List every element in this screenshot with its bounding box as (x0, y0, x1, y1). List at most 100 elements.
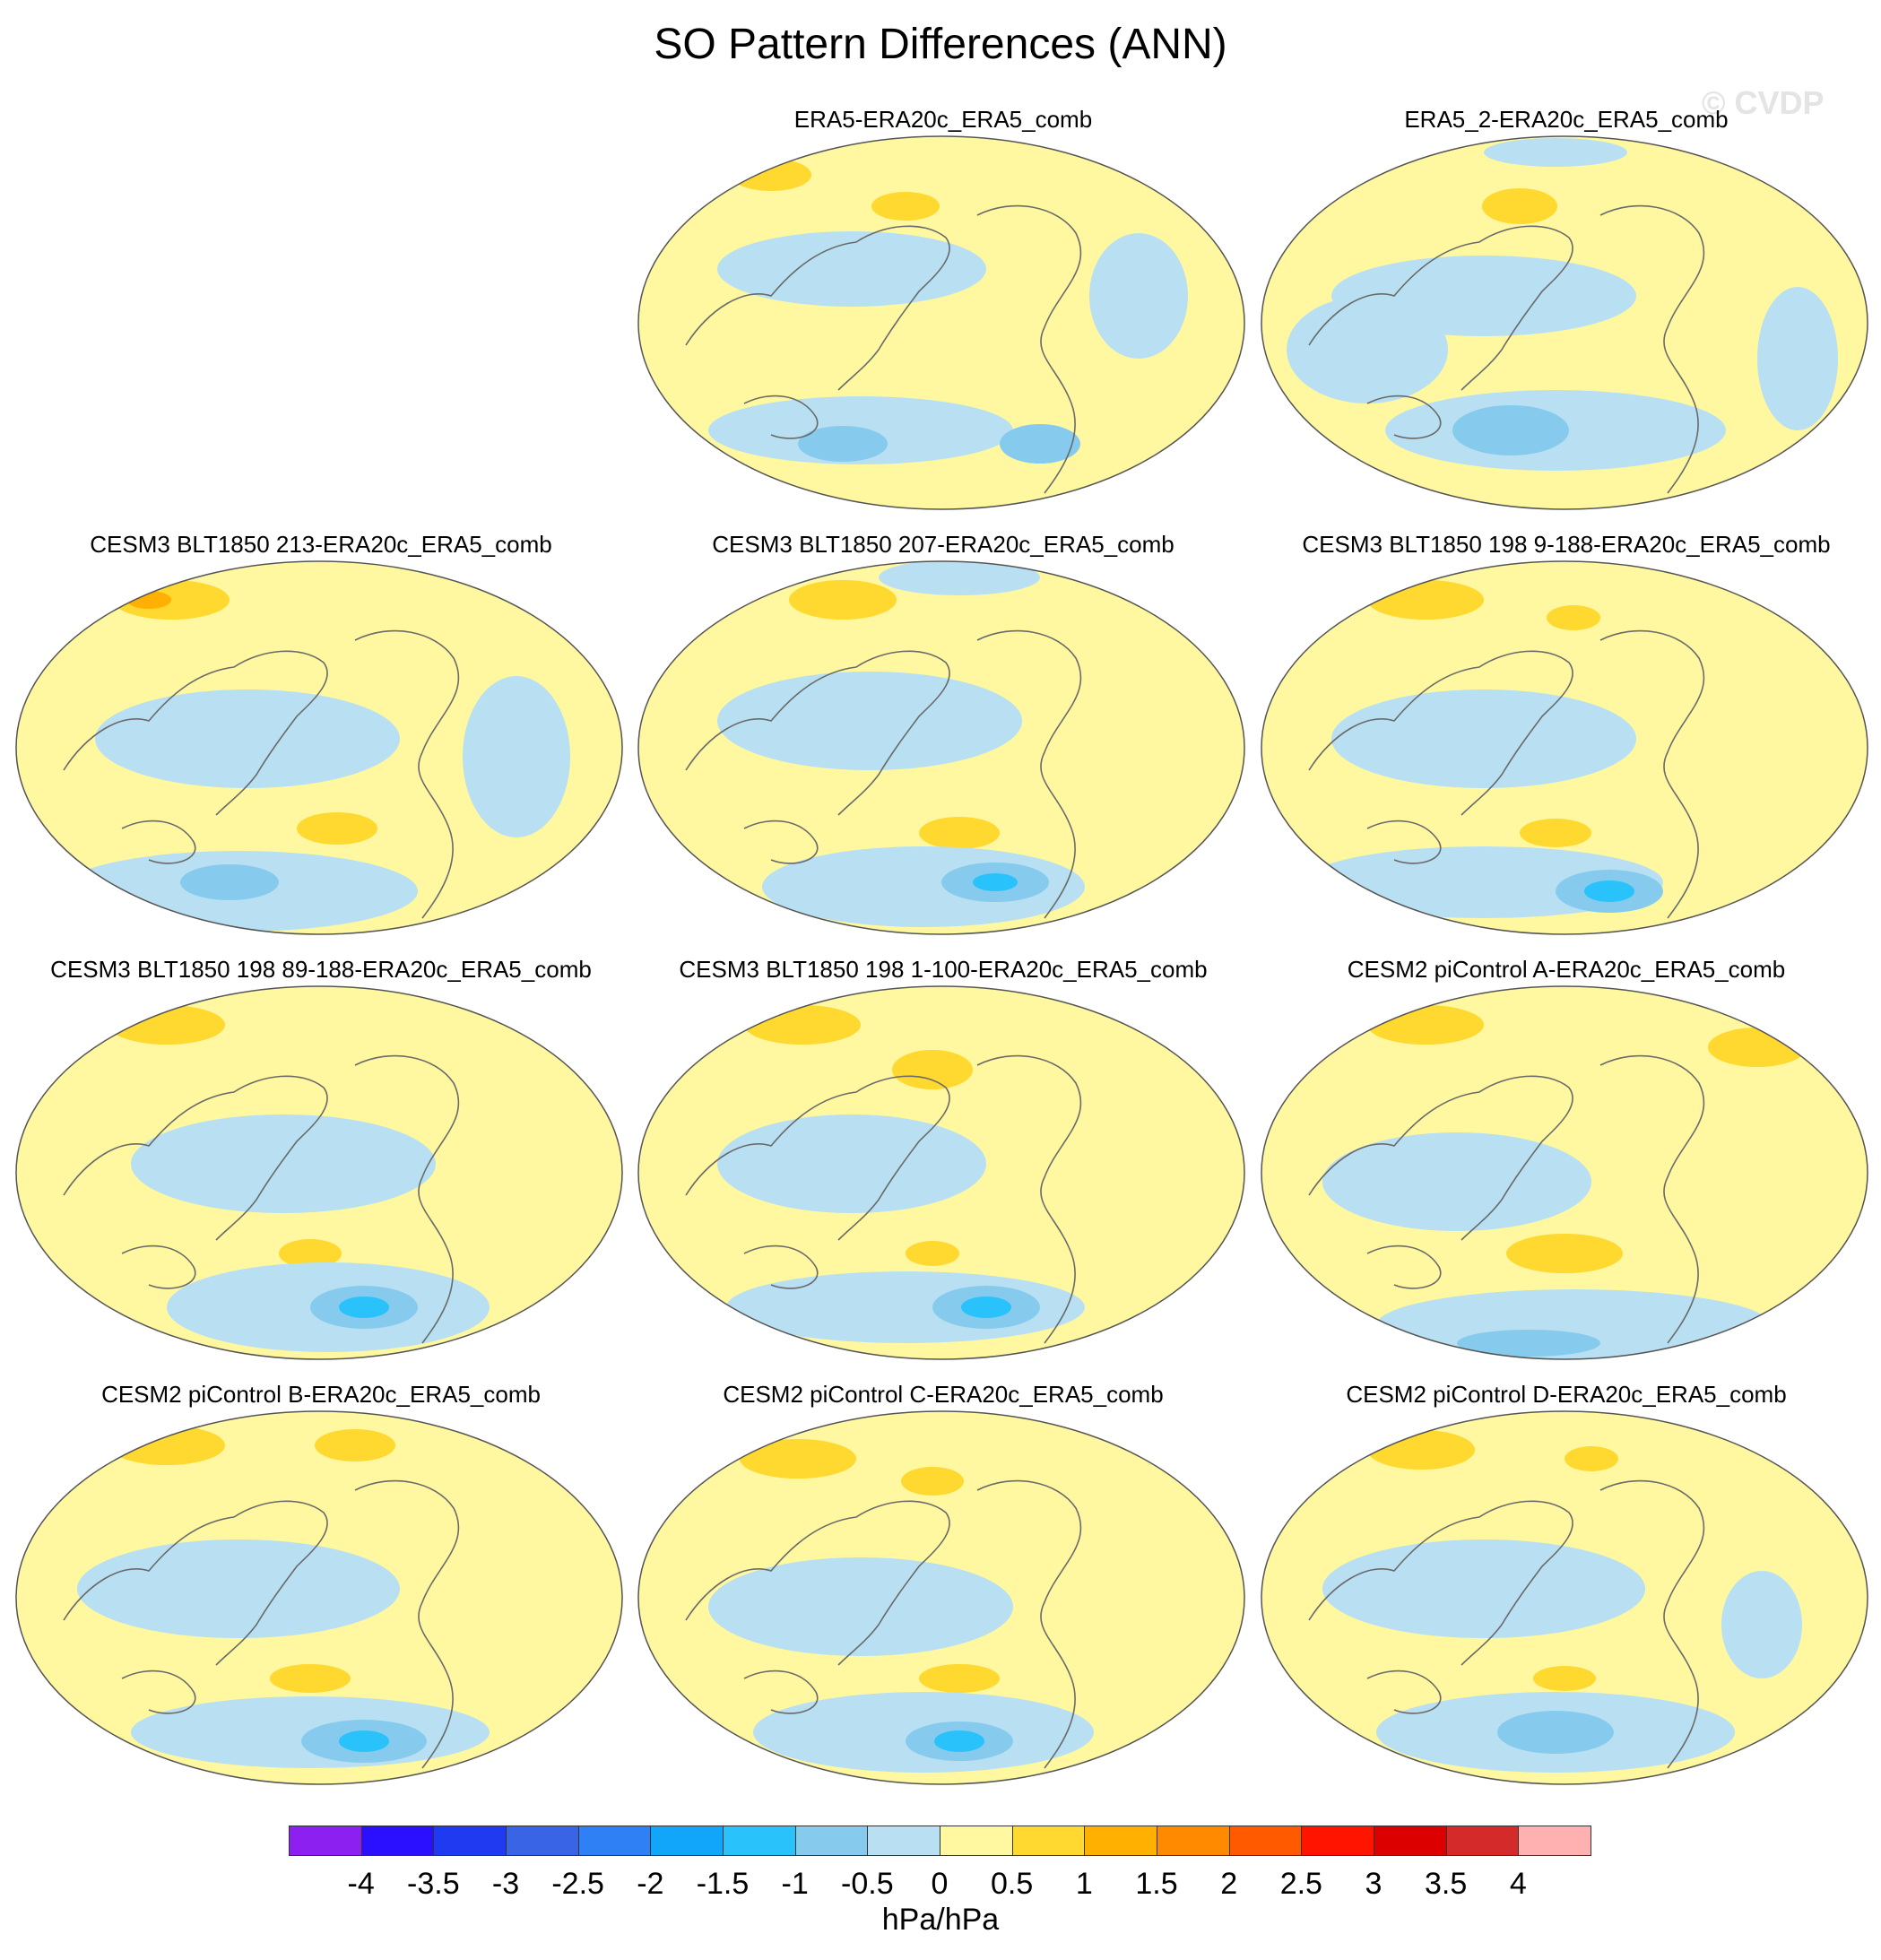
anomaly-contour (339, 1730, 389, 1752)
map-shading (1261, 561, 1868, 934)
colorbar-tick-label: 1.5 (1135, 1867, 1178, 1901)
map-shading (638, 1411, 1244, 1784)
coastline (685, 1075, 950, 1241)
map-panel-9 (14, 1409, 624, 1786)
anomaly-contour (731, 159, 811, 191)
map-shading (1261, 136, 1868, 509)
map-panel-1 (637, 134, 1246, 511)
map-outline (637, 135, 1245, 510)
colorbar-swatch (1445, 1826, 1520, 1856)
colorbar (289, 1826, 1592, 1856)
colorbar-swatch (506, 1826, 579, 1856)
colorbar-swatch (1011, 1826, 1086, 1856)
anomaly-contour (1089, 233, 1188, 359)
coastline (354, 1479, 460, 1769)
anomaly-contour (901, 1467, 964, 1496)
colorbar-swatch (723, 1826, 796, 1856)
map-panel-11 (1260, 1409, 1869, 1786)
anomaly-contour (798, 426, 888, 462)
coastline (1308, 225, 1573, 391)
map-shading (1261, 1411, 1868, 1784)
map-panel-8 (1260, 984, 1869, 1361)
coastline (1308, 650, 1573, 816)
coastline (1599, 629, 1705, 919)
map-outline (15, 560, 623, 935)
anomaly-contour (789, 580, 897, 620)
anomaly-contour (270, 1664, 351, 1693)
map-shading (638, 561, 1244, 934)
map-panel-2 (1260, 134, 1869, 511)
anomaly-contour (934, 1730, 984, 1752)
panel-title-6: CESM3 BLT1850 198 89-188-ERA20c_ERA5_com… (50, 956, 592, 983)
figure-title: SO Pattern Differences (ANN) (654, 21, 1227, 68)
map-outline (1261, 1410, 1868, 1785)
anomaly-contour (1565, 1446, 1618, 1471)
panel-title-1: ERA5-ERA20c_ERA5_comb (793, 106, 1093, 133)
coastline (976, 204, 1082, 494)
panel-title-9: CESM2 piControl B-ERA20c_ERA5_comb (101, 1381, 541, 1408)
anomaly-contour (717, 672, 1022, 770)
colorbar-swatch (794, 1826, 869, 1856)
anomaly-contour (892, 1050, 973, 1089)
coastline (976, 1479, 1082, 1769)
anomaly-contour (297, 812, 377, 845)
anomaly-contour (1721, 1571, 1802, 1678)
colorbar-tick-label: 3 (1365, 1867, 1383, 1901)
anomaly-contour (961, 1297, 1011, 1318)
anomaly-contour (1452, 405, 1569, 455)
colorbar-tick-label: 3.5 (1425, 1867, 1468, 1901)
map-shading (16, 561, 622, 934)
colorbar-swatch (940, 1826, 1013, 1856)
colorbar-tick-label: -4 (347, 1867, 375, 1901)
map-outline (1261, 985, 1868, 1360)
map-outline (1261, 560, 1868, 935)
colorbar-tick-label: -3 (491, 1867, 520, 1901)
map-panel-4 (637, 559, 1246, 936)
colorbar-swatch (1157, 1826, 1230, 1856)
coastline (1599, 204, 1705, 494)
colorbar-swatch (650, 1826, 724, 1856)
colorbar-swatch (1228, 1826, 1303, 1856)
anomaly-contour (744, 1005, 861, 1045)
colorbar-tick-label: 1 (1075, 1867, 1093, 1901)
colorbar-swatch (1084, 1826, 1158, 1856)
anomaly-contour (463, 676, 570, 837)
colorbar-units: hPa/hPa (881, 1903, 1000, 1937)
map-shading (638, 986, 1244, 1359)
coastline (63, 1075, 328, 1241)
coastline (976, 1054, 1082, 1344)
map-shading (16, 1411, 622, 1784)
colorbar-swatch (289, 1826, 362, 1856)
anomaly-contour (180, 864, 279, 900)
panel-title-11: CESM2 piControl D-ERA20c_ERA5_comb (1346, 1381, 1787, 1408)
watermark: © CVDP (1702, 84, 1825, 121)
panel-title-8: CESM2 piControl A-ERA20c_ERA5_comb (1347, 956, 1786, 983)
colorbar-tick-label: 0 (931, 1867, 949, 1901)
map-panel-3 (14, 559, 624, 936)
colorbar-tick-label: 2.5 (1279, 1867, 1322, 1901)
anomaly-contour (919, 1664, 1000, 1693)
coastline (1366, 1245, 1442, 1289)
anomaly-contour (1547, 605, 1600, 630)
anomaly-contour (717, 231, 986, 307)
map-shading (638, 136, 1244, 509)
anomaly-contour (1506, 1234, 1623, 1273)
map-panel-5 (1260, 559, 1869, 936)
map-panel-7 (637, 984, 1246, 1361)
anomaly-contour (279, 1239, 342, 1268)
anomaly-contour (1708, 1028, 1807, 1067)
anomaly-contour (1000, 424, 1080, 464)
anomaly-contour (1533, 1666, 1596, 1691)
anomaly-contour (1482, 188, 1557, 224)
coastline (743, 1669, 819, 1714)
anomaly-contour (1457, 1330, 1600, 1357)
coastline (63, 650, 328, 816)
coastline (1366, 1669, 1442, 1714)
coastline (1599, 1479, 1705, 1769)
coastline (1308, 1500, 1573, 1666)
colorbar-tick-label: -2 (637, 1867, 664, 1901)
anomaly-contour (1367, 1430, 1475, 1470)
coastline (121, 1245, 196, 1289)
coastline (685, 650, 950, 816)
colorbar-swatch (1374, 1826, 1447, 1856)
